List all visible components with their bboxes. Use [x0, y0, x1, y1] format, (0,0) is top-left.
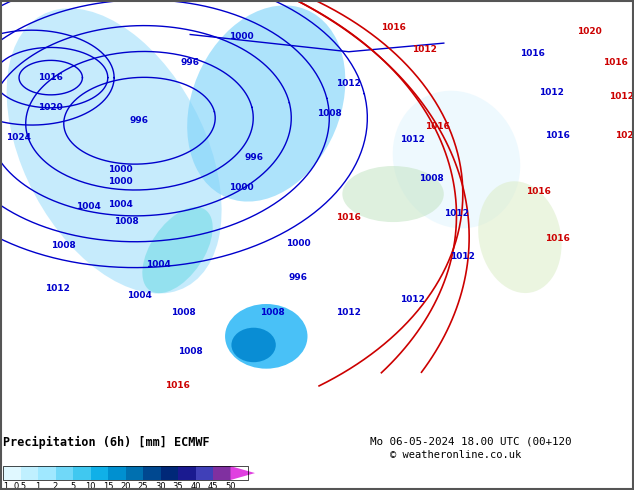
Bar: [108, 466, 126, 480]
Bar: [56, 466, 73, 480]
Ellipse shape: [342, 166, 444, 222]
Text: 1000: 1000: [229, 32, 253, 41]
Text: 10: 10: [85, 482, 96, 490]
Bar: [38, 466, 56, 480]
Text: 1012: 1012: [444, 209, 469, 218]
Text: 1004: 1004: [76, 202, 101, 212]
Text: 1016: 1016: [602, 58, 628, 67]
Text: 1012: 1012: [399, 135, 425, 144]
Text: Precipitation (6h) [mm] ECMWF: Precipitation (6h) [mm] ECMWF: [3, 436, 210, 449]
Text: 1008: 1008: [260, 308, 285, 317]
Ellipse shape: [225, 304, 307, 368]
Text: 50: 50: [225, 482, 236, 490]
Ellipse shape: [392, 91, 521, 228]
Bar: [143, 466, 160, 480]
Text: 1008: 1008: [317, 109, 342, 119]
Text: 1012: 1012: [539, 88, 564, 97]
Text: Mo 06-05-2024 18.00 UTC (00+120: Mo 06-05-2024 18.00 UTC (00+120: [370, 436, 571, 446]
Text: 996: 996: [181, 58, 200, 67]
Ellipse shape: [187, 5, 346, 201]
Text: 5: 5: [70, 482, 75, 490]
Text: 1008: 1008: [171, 308, 197, 317]
Text: 1: 1: [36, 482, 41, 490]
Text: 1016: 1016: [425, 122, 450, 131]
Text: 45: 45: [208, 482, 218, 490]
Bar: [73, 466, 91, 480]
Text: 1004: 1004: [108, 200, 133, 209]
Bar: [20, 466, 38, 480]
Text: 1016: 1016: [545, 131, 571, 140]
Text: 1020: 1020: [38, 103, 63, 112]
Text: 1004: 1004: [127, 291, 152, 299]
Text: 1012: 1012: [336, 308, 361, 317]
Bar: [91, 466, 108, 480]
Bar: [178, 466, 195, 480]
Text: 25: 25: [138, 482, 148, 490]
Text: 1008: 1008: [418, 174, 444, 183]
Text: 1008: 1008: [114, 217, 139, 226]
Text: 996: 996: [244, 152, 263, 162]
Text: 1016: 1016: [38, 73, 63, 82]
Bar: [160, 466, 178, 480]
Ellipse shape: [478, 181, 562, 293]
Text: 1008: 1008: [51, 241, 76, 250]
Text: 40: 40: [190, 482, 201, 490]
Text: 1000: 1000: [286, 239, 310, 248]
Ellipse shape: [6, 8, 222, 294]
Text: 30: 30: [155, 482, 166, 490]
Text: 996: 996: [288, 273, 307, 282]
Text: 15: 15: [103, 482, 113, 490]
Ellipse shape: [143, 207, 212, 293]
Text: 996: 996: [130, 116, 149, 125]
Text: 1012: 1012: [412, 45, 437, 54]
Text: 1000: 1000: [108, 166, 133, 174]
Text: 1016: 1016: [165, 381, 190, 390]
Text: 1020: 1020: [615, 131, 634, 140]
Text: 1012: 1012: [399, 295, 425, 304]
Polygon shape: [231, 466, 255, 480]
Text: 1012: 1012: [336, 79, 361, 88]
Text: 1016: 1016: [520, 49, 545, 58]
Text: 1008: 1008: [178, 346, 203, 356]
Bar: [195, 466, 213, 480]
Text: 2: 2: [53, 482, 58, 490]
Text: 1012: 1012: [450, 252, 476, 261]
Text: 1012: 1012: [609, 92, 634, 101]
Text: 0.1: 0.1: [0, 482, 10, 490]
Text: 35: 35: [172, 482, 183, 490]
Bar: [3, 466, 20, 480]
Text: 20: 20: [120, 482, 131, 490]
Text: 1016: 1016: [545, 235, 571, 244]
Text: 1020: 1020: [577, 27, 602, 36]
Text: 1016: 1016: [336, 213, 361, 222]
Bar: [213, 466, 231, 480]
Text: © weatheronline.co.uk: © weatheronline.co.uk: [390, 450, 521, 460]
Text: 1012: 1012: [44, 284, 70, 294]
Text: 1004: 1004: [146, 260, 171, 270]
Text: 1016: 1016: [526, 187, 552, 196]
Text: 1000: 1000: [229, 183, 253, 192]
Text: 0.5: 0.5: [14, 482, 27, 490]
Text: 1016: 1016: [380, 23, 406, 32]
Bar: [3, 466, 248, 480]
Text: 1024: 1024: [6, 133, 32, 143]
Bar: [126, 466, 143, 480]
Ellipse shape: [231, 328, 276, 362]
Text: 1000: 1000: [108, 176, 133, 186]
